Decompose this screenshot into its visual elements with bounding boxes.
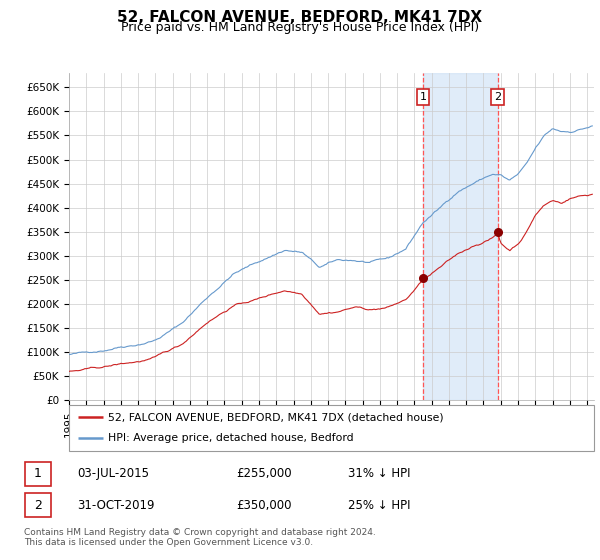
Bar: [25, 461, 52, 486]
Bar: [423, 73, 498, 400]
Text: HPI: Average price, detached house, Bedford: HPI: Average price, detached house, Bedf…: [109, 433, 354, 444]
Text: £255,000: £255,000: [236, 467, 292, 480]
Text: Price paid vs. HM Land Registry's House Price Index (HPI): Price paid vs. HM Land Registry's House …: [121, 21, 479, 34]
Text: 2: 2: [34, 498, 42, 512]
Text: 1: 1: [419, 92, 427, 102]
Text: 52, FALCON AVENUE, BEDFORD, MK41 7DX: 52, FALCON AVENUE, BEDFORD, MK41 7DX: [118, 10, 482, 25]
Text: 52, FALCON AVENUE, BEDFORD, MK41 7DX (detached house): 52, FALCON AVENUE, BEDFORD, MK41 7DX (de…: [109, 412, 444, 422]
Text: 03-JUL-2015: 03-JUL-2015: [77, 467, 149, 480]
Text: 2: 2: [494, 92, 502, 102]
Text: Contains HM Land Registry data © Crown copyright and database right 2024.
This d: Contains HM Land Registry data © Crown c…: [24, 528, 376, 547]
Text: 31-OCT-2019: 31-OCT-2019: [77, 498, 155, 512]
Text: 31% ↓ HPI: 31% ↓ HPI: [347, 467, 410, 480]
Text: £350,000: £350,000: [236, 498, 292, 512]
Text: 1: 1: [34, 467, 42, 480]
Bar: [25, 493, 52, 517]
Text: 25% ↓ HPI: 25% ↓ HPI: [347, 498, 410, 512]
